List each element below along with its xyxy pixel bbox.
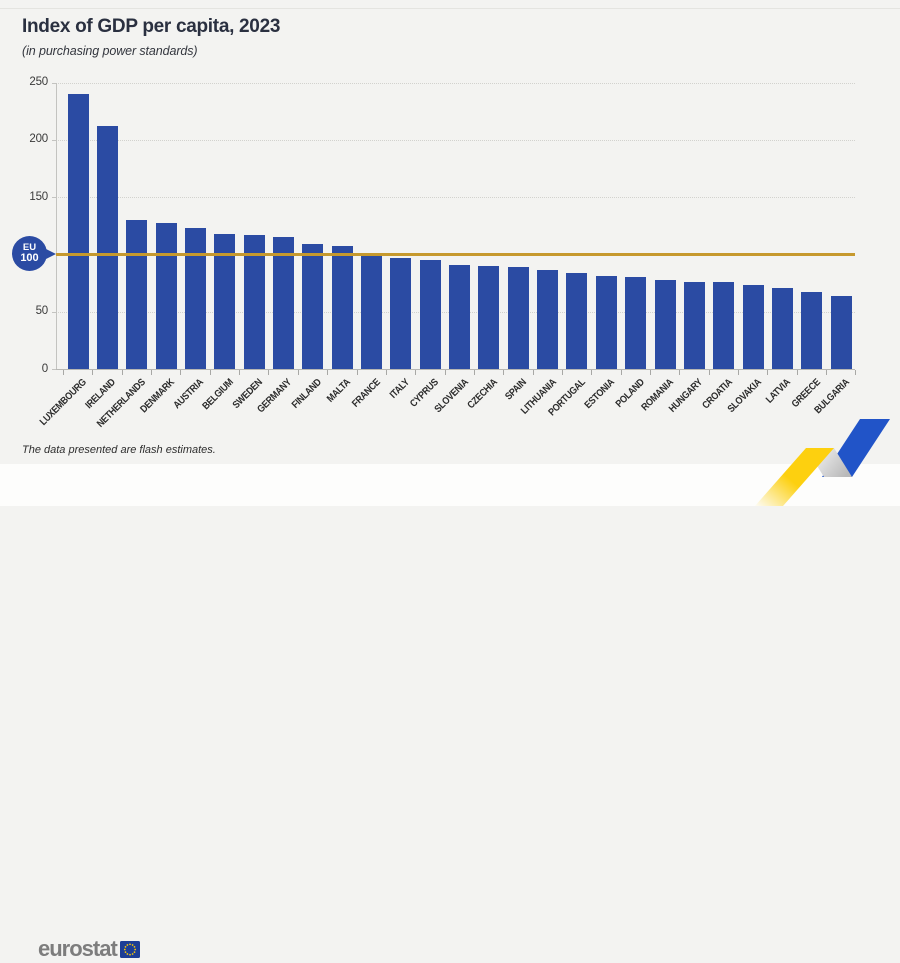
footnote: The data presented are flash estimates. [22,444,216,456]
x-tick-mark [151,370,153,375]
bar-austria [184,228,206,369]
bar-poland [625,277,647,369]
eurostat-ribbon-icon [755,419,890,506]
bar-belgium [214,233,236,369]
bar-greece [801,292,823,369]
x-tick-mark [327,370,329,375]
bar-latvia [771,287,793,369]
x-tick-mark [591,370,593,375]
gridline-250 [56,82,855,84]
bar-ireland [96,126,118,369]
bar-croatia [713,281,735,369]
x-tick-mark [180,370,182,375]
bar-estonia [595,276,617,369]
x-tick-mark [796,370,798,375]
x-tick-mark [620,370,622,375]
x-tick-mark [473,370,475,375]
x-tick-mark [385,370,387,375]
bar-netherlands [126,220,148,369]
y-tick-label-250: 250 [29,76,48,88]
bar-germany [272,237,294,369]
x-tick-mark [738,370,740,375]
bar-france [361,254,382,369]
x-tick-mark [679,370,681,375]
x-tick-mark [503,370,505,375]
bar-czechia [478,265,500,369]
bar-hungary [683,281,705,369]
bar-slovenia [449,264,471,369]
y-tick-label-200: 200 [29,133,48,146]
y-tick-mark-250 [52,82,56,84]
x-axis [56,369,855,370]
x-tick-mark [239,370,241,375]
gridline-150 [56,197,855,199]
x-tick-mark [92,370,94,375]
x-tick-mark [444,370,446,375]
y-tick-label-50: 50 [35,305,49,318]
bar-sweden [243,234,265,369]
x-tick-mark [415,370,417,375]
x-tick-mark [826,370,828,375]
bar-cyprus [419,260,441,369]
eu-100-badge-bubble: EU 100 [12,236,47,271]
bar-portugal [566,272,588,369]
eu-badge-pointer-icon [42,247,56,261]
plot-area: 0 50 150 200 250 LUXEMBOURG IRELAND NETHERLANDS… [29,76,857,430]
chart-title: Index of GDP per capita, 2023 [22,16,281,37]
eu-flag-icon [119,940,140,958]
bar-luxembourg [67,93,89,369]
bar-spain [507,267,529,369]
gridline-200 [56,139,855,141]
bar-finland [302,244,324,369]
y-tick-mark-200 [52,139,56,141]
bar-lithuania [537,270,559,369]
x-tick-mark [855,370,857,375]
bar-denmark [155,223,177,369]
page-background: { "page": { "title": "Index of GDP per c… [0,8,900,960]
x-tick-mark [532,370,534,375]
eurostat-logo-text: eurostat [38,936,118,961]
x-tick-mark [209,370,211,375]
bar-bulgaria [830,295,852,369]
x-tick-mark [297,370,299,375]
x-tick-mark [121,370,123,375]
y-tick-label-0: 0 [41,362,48,375]
x-tick-mark [268,370,270,375]
eurostat-logo: eurostat [38,935,140,963]
y-tick-mark-0 [52,369,56,370]
x-tick-mark [63,370,64,375]
top-divider [0,8,900,9]
bar-romania [654,279,676,369]
eu-badge-line2: 100 [20,252,39,264]
eu-badge-line1: EU [22,242,37,253]
x-tick-mark [561,370,563,375]
chart-subtitle: (in purchasing power standards) [22,44,198,58]
x-tick-mark [767,370,769,375]
x-tick-mark [650,370,651,375]
bar-malta [331,246,353,369]
x-tick-mark [708,370,710,375]
y-axis [56,82,57,369]
eu-reference-line [56,252,855,256]
eu-100-badge: EU 100 [12,236,60,273]
bar-italy [390,257,412,369]
x-tick-mark [356,370,358,375]
y-tick-label-150: 150 [29,190,48,203]
y-tick-mark-150 [52,197,56,199]
y-tick-mark-50 [52,311,56,313]
bar-slovakia [742,285,764,369]
